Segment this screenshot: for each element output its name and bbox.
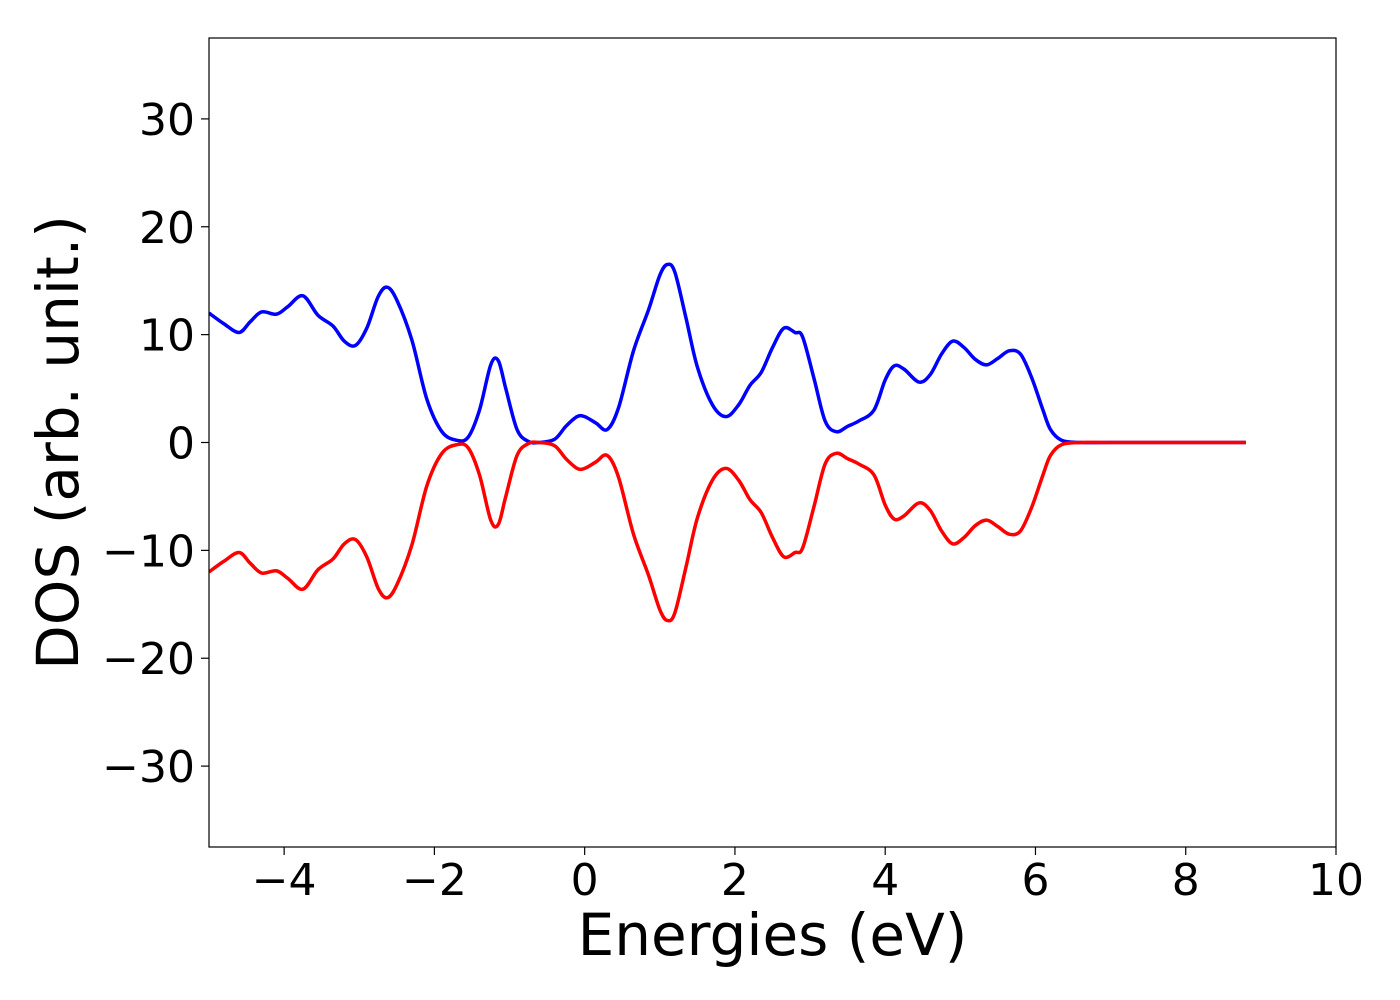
x-tick-label: 4 bbox=[871, 855, 899, 906]
series-layer bbox=[209, 262, 1246, 623]
x-tick-label: 2 bbox=[721, 855, 749, 906]
y-tick-label: 0 bbox=[167, 419, 195, 470]
x-tick-label: −2 bbox=[402, 855, 467, 906]
x-tick-label: 8 bbox=[1172, 855, 1200, 906]
x-axis-title: Energies (eV) bbox=[578, 901, 968, 969]
y-tick-label: 20 bbox=[139, 203, 195, 254]
x-tick-label: 10 bbox=[1308, 855, 1364, 906]
y-axis-title: DOS (arb. unit.) bbox=[24, 215, 92, 670]
plot-frame bbox=[208, 37, 1337, 848]
x-tick-label: 6 bbox=[1021, 855, 1049, 906]
series-line-2 bbox=[209, 440, 1246, 623]
y-tick-label: 10 bbox=[139, 311, 195, 362]
y-tick-label: −30 bbox=[102, 742, 195, 793]
y-tick-label: 30 bbox=[139, 95, 195, 146]
x-tick-label: 0 bbox=[571, 855, 599, 906]
y-tick-label: −10 bbox=[102, 526, 195, 577]
series-line-1 bbox=[209, 262, 1246, 445]
y-tick-label: −20 bbox=[102, 634, 195, 685]
x-tick-label: −4 bbox=[252, 855, 317, 906]
